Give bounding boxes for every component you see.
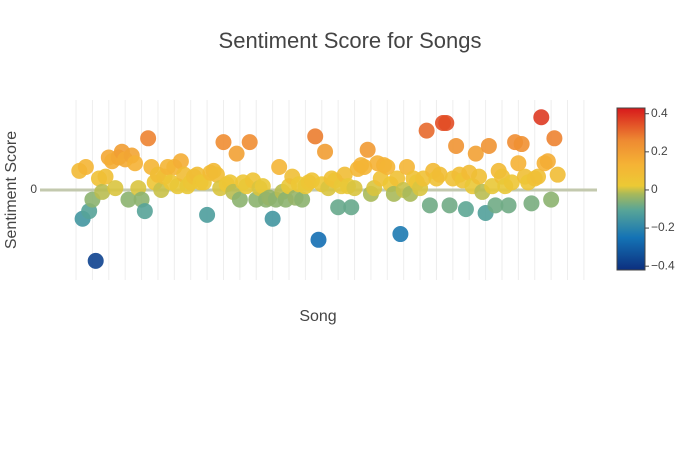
point: [448, 137, 465, 154]
point: [231, 191, 248, 208]
point: [500, 197, 517, 214]
point: [120, 191, 137, 208]
point: [264, 210, 281, 227]
point: [543, 191, 560, 208]
colorbar-tick-label: −0.4: [651, 258, 675, 272]
colorbar-tick-label: −0.2: [651, 220, 675, 234]
point: [480, 137, 497, 154]
point: [546, 130, 563, 147]
point: [418, 122, 435, 139]
point: [530, 168, 547, 185]
point: [307, 128, 324, 145]
y-axis-title: Sentiment Score: [3, 131, 20, 249]
point: [441, 197, 458, 214]
y-tick-label: 0: [30, 182, 37, 196]
point: [533, 109, 550, 126]
point: [523, 195, 540, 212]
point: [77, 159, 94, 176]
colorbar-tick-label: 0: [651, 182, 658, 196]
point: [343, 199, 360, 216]
point: [294, 191, 311, 208]
point: [510, 155, 527, 172]
point: [457, 201, 474, 218]
point: [215, 134, 232, 151]
point: [467, 145, 484, 162]
point: [471, 168, 488, 185]
point: [487, 197, 504, 214]
chart-title: Sentiment Score for Songs: [219, 28, 482, 53]
point: [107, 180, 124, 197]
colorbar-tick-label: 0.4: [651, 106, 668, 120]
point: [136, 203, 153, 220]
point: [208, 166, 225, 183]
point: [379, 159, 396, 176]
point: [127, 155, 144, 172]
point: [431, 166, 448, 183]
point: [549, 166, 566, 183]
point: [87, 252, 104, 269]
x-axis-title: Song: [299, 308, 336, 325]
point: [317, 143, 334, 160]
point: [421, 197, 438, 214]
point: [140, 130, 157, 147]
point: [539, 153, 556, 170]
colorbar: [616, 107, 646, 271]
point: [346, 180, 363, 197]
point: [172, 153, 189, 170]
point: [94, 183, 111, 200]
point: [392, 226, 409, 243]
point: [330, 199, 347, 216]
point: [356, 159, 373, 176]
point: [484, 178, 501, 195]
colorbar-tick-label: 0.2: [651, 144, 668, 158]
point: [228, 145, 245, 162]
point: [241, 134, 258, 151]
point: [503, 174, 520, 191]
point: [271, 159, 288, 176]
point: [438, 114, 455, 131]
point: [359, 141, 376, 158]
point: [199, 206, 216, 223]
point: [310, 231, 327, 248]
point: [97, 168, 114, 185]
point: [513, 136, 530, 153]
